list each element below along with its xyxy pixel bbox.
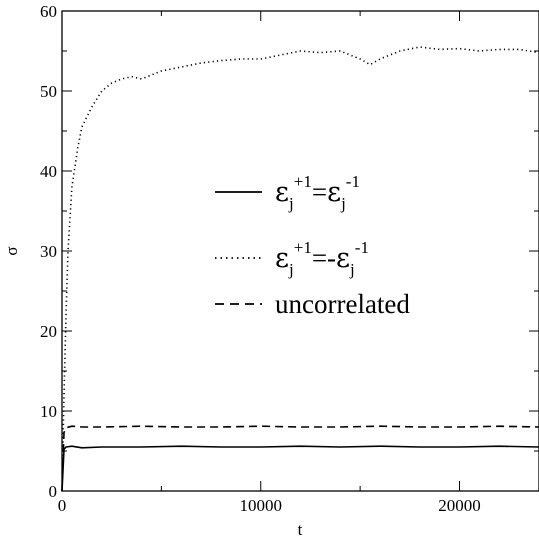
x-tick-label: 20000 [438,496,481,515]
series-line-solid [61,445,539,492]
x-axis-label: t [298,520,303,539]
y-tick-label: 50 [40,82,57,101]
x-tick-label: 10000 [240,496,283,515]
y-tick-label: 40 [40,162,57,181]
y-axis-label: σ [2,246,21,255]
y-tick-label: 30 [40,242,57,261]
y-tick-label: 10 [40,402,57,421]
axis-ticks: 0 10 20 30 40 50 60 0 10000 20000 [40,2,539,515]
legend: εj+1=εj-1 εj+1=-εj-1 uncorrelated [215,172,410,319]
legend-label-solid: εj+1=εj-1 [275,172,360,213]
legend-label-dotted: εj+1=-εj-1 [275,238,369,279]
series-line-dashed [61,425,539,492]
series-line-dotted [61,46,539,492]
y-tick-label: 20 [40,322,57,341]
x-tick-label: 0 [58,496,67,515]
legend-label-dashed: uncorrelated [275,289,410,319]
series-lines [61,46,539,492]
y-tick-label: 0 [49,482,58,501]
y-tick-label: 60 [40,2,57,21]
